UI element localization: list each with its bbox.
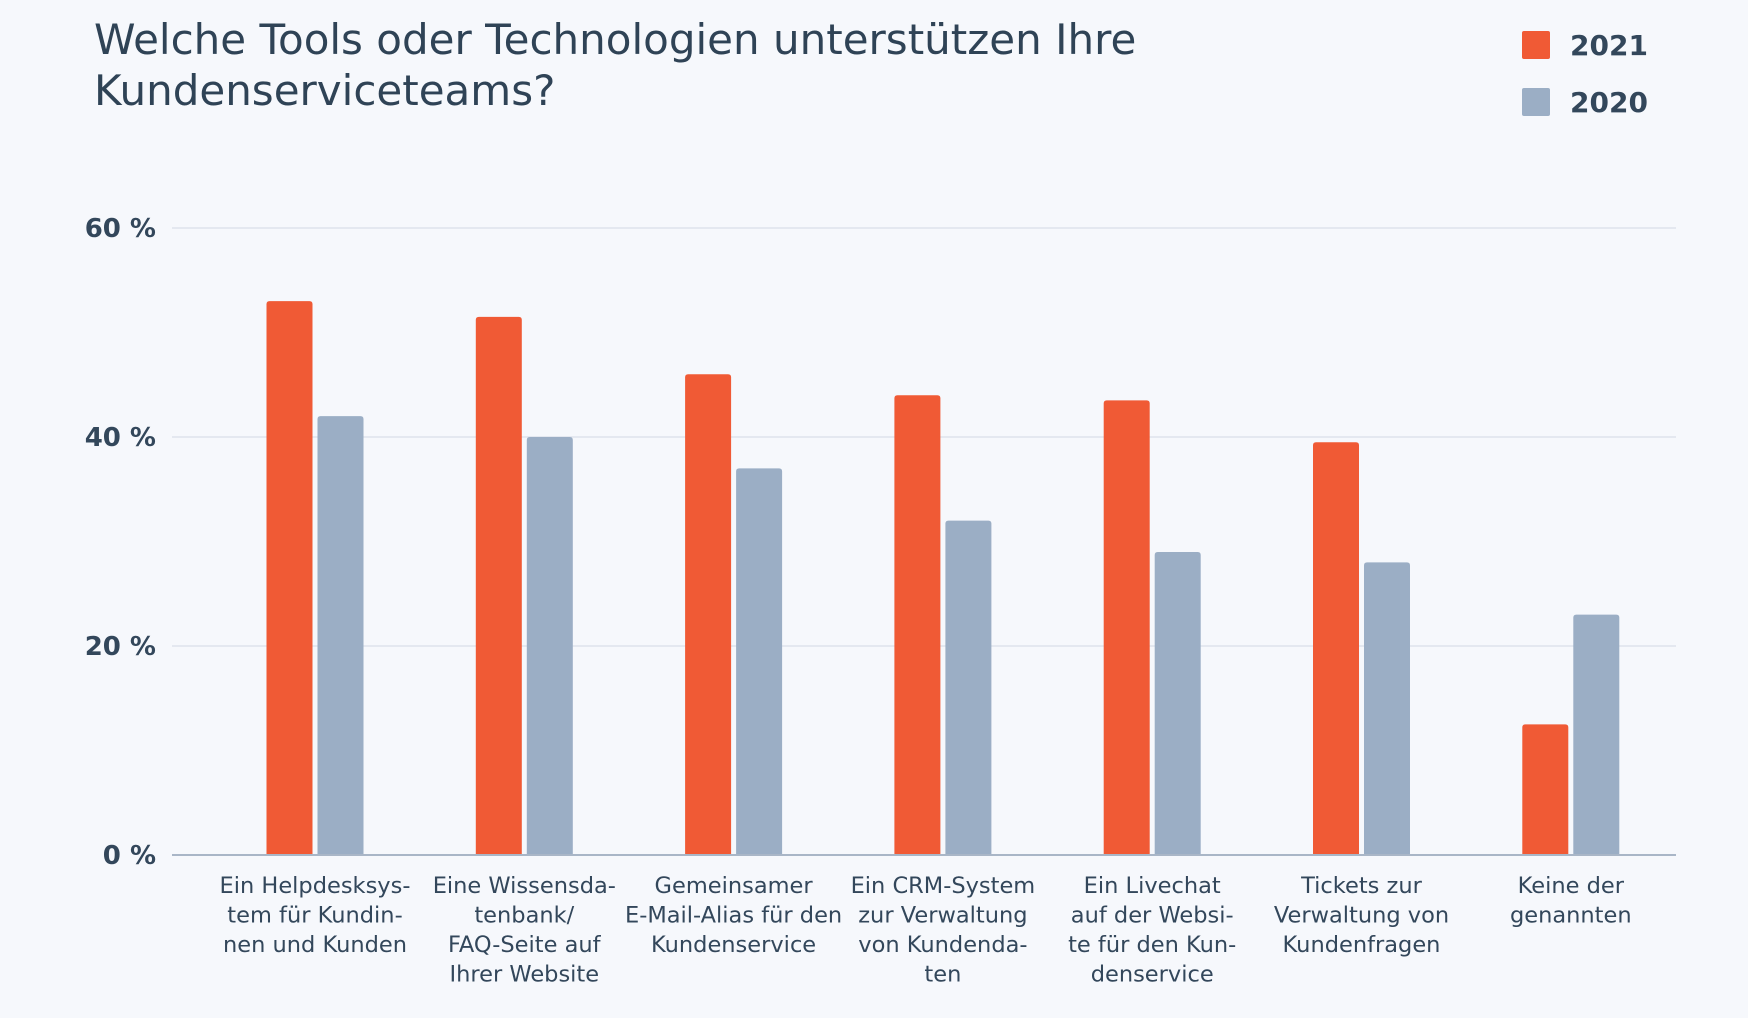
x-tick-label-line: Ein Livechat: [1084, 873, 1221, 899]
bar-2020-category-3: [736, 468, 783, 855]
bar-2020-category-1: [317, 416, 364, 855]
x-tick-label-line: Gemeinsamer: [655, 873, 814, 899]
x-tick-label-5: Ein Livechat auf der Websi-te für den Kun…: [1068, 873, 1236, 988]
x-tick-label-line: Verwaltung von: [1274, 903, 1449, 929]
x-tick-label-line: genannten: [1510, 903, 1632, 929]
legend-item-2021: 2021: [1522, 26, 1702, 64]
legend-item-2020: 2020: [1522, 83, 1702, 121]
x-tick-label-line: zur Verwaltung: [858, 903, 1027, 929]
x-tick-label-line: von Kundenda-: [858, 932, 1027, 958]
legend-swatch-2020: [1522, 88, 1550, 116]
legend-label-2020: 2020: [1570, 85, 1648, 119]
x-tick-label-4: Ein CRM-System zur Verwaltung von Kundenda…: [851, 873, 1036, 988]
x-tick-label-7: Keine der genannten: [1510, 873, 1632, 929]
x-tick-label-line: Tickets zur: [1300, 873, 1423, 899]
bar-2020-category-2: [526, 437, 573, 855]
x-tick-label-2: Eine Wissensda-tenbank/FAQ-Seite auf Ihre…: [433, 873, 616, 988]
x-tick-label-line: E-Mail-Alias für den: [625, 903, 842, 929]
bar-2021-category-5: [1103, 400, 1150, 855]
bar-2020-category-7: [1573, 614, 1620, 855]
x-axis-category-labels: Ein Helpdesksys-tem für Kundin-nen und K…: [220, 873, 1632, 988]
x-tick-label-line: ten: [924, 962, 961, 988]
x-tick-label-line: Eine Wissensda-: [433, 873, 616, 899]
bar-2021-category-4: [894, 395, 941, 855]
y-tick-label-0: 0 %: [103, 841, 156, 871]
x-tick-label-3: Gemeinsamer E-Mail-Alias für den Kundenser…: [625, 873, 842, 958]
x-tick-label-6: Tickets zur Verwaltung von Kundenfragen: [1274, 873, 1449, 958]
x-tick-label-line: te für den Kun-: [1068, 932, 1236, 958]
bar-2020-category-5: [1154, 551, 1201, 855]
bar-2020-category-6: [1364, 562, 1410, 855]
x-tick-label-line: Ihrer Website: [450, 962, 600, 988]
y-tick-label-40: 40 %: [85, 423, 156, 453]
x-tick-label-line: auf der Websi-: [1071, 903, 1234, 929]
x-tick-label-line: tem für Kundin-: [227, 903, 402, 929]
x-tick-label-line: Ein Helpdesksys-: [220, 873, 411, 899]
bar-2021-category-1: [266, 301, 313, 855]
bar-2021-category-7: [1522, 724, 1569, 855]
y-tick-label-20: 20 %: [85, 632, 156, 662]
bar-2021-category-2: [475, 316, 522, 855]
legend-swatch-2021: [1522, 31, 1550, 59]
legend: 2021 2020: [1522, 26, 1702, 140]
y-tick-label-60: 60 %: [85, 214, 156, 244]
bar-2021-category-6: [1313, 442, 1359, 855]
legend-label-2021: 2021: [1570, 28, 1648, 62]
x-tick-label-line: denservice: [1091, 962, 1214, 988]
x-tick-label-line: tenbank/: [474, 903, 574, 929]
x-tick-label-line: Ein CRM-System: [851, 873, 1036, 899]
bar-2021-category-3: [685, 374, 732, 855]
chart-title: Welche Tools oder Technologien unterstüt…: [94, 15, 1137, 115]
x-tick-label-1: Ein Helpdesksys-tem für Kundin-nen und K…: [220, 873, 411, 958]
x-tick-label-line: Kundenservice: [651, 932, 816, 958]
x-tick-label-line: Kundenfragen: [1283, 932, 1441, 958]
y-axis-tick-labels: 0 % 20 % 40 % 60 %: [85, 214, 156, 871]
bars: [266, 301, 1620, 855]
x-tick-label-line: nen und Kunden: [223, 932, 407, 958]
x-tick-label-line: FAQ-Seite auf: [448, 932, 602, 958]
x-tick-label-line: Keine der: [1518, 873, 1625, 899]
bar-2020-category-4: [945, 520, 992, 855]
